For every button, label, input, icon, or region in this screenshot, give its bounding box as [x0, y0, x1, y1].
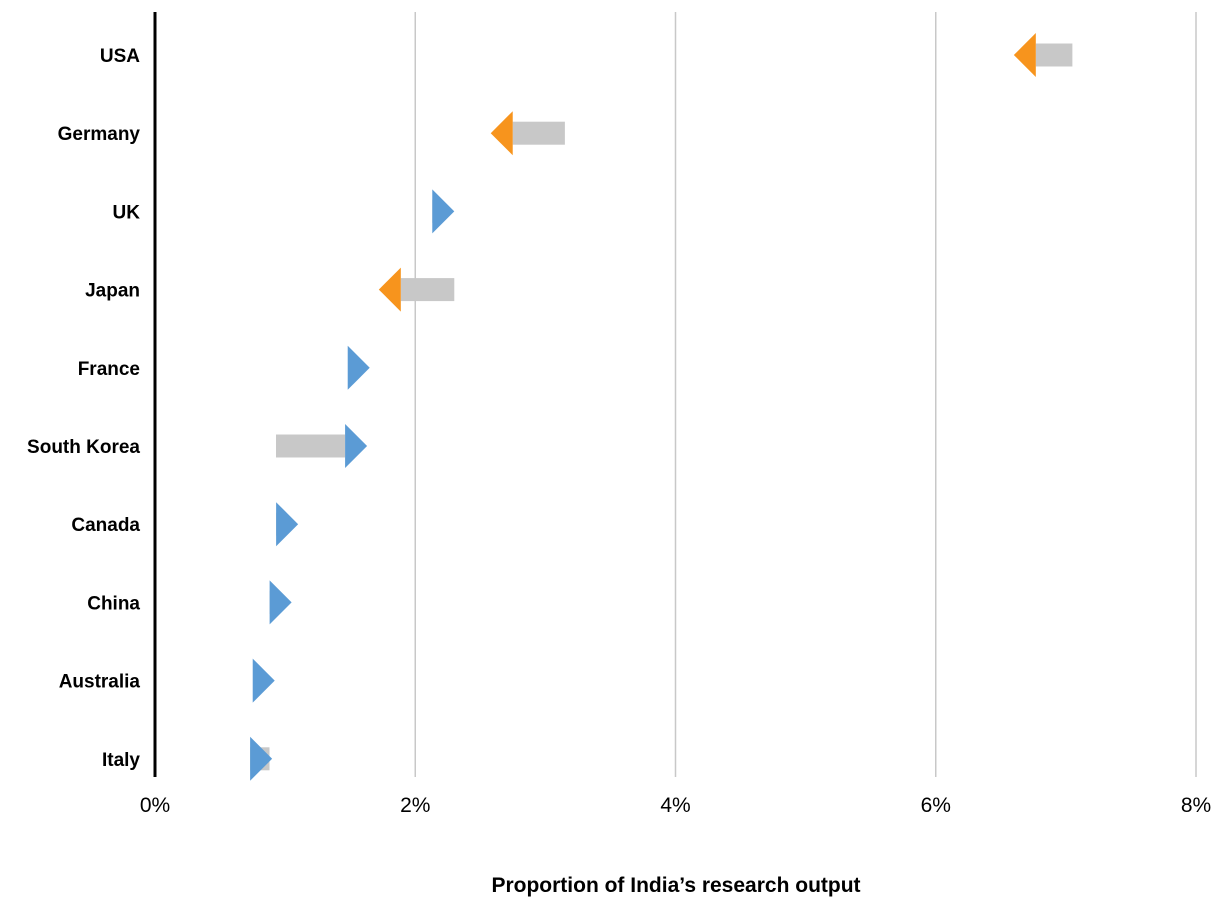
category-label: South Korea — [27, 437, 140, 458]
arrow-mark — [1013, 33, 1073, 77]
x-tick-label: 8% — [1181, 794, 1211, 817]
arrow-head — [432, 189, 455, 234]
arrow-head — [378, 267, 401, 312]
arrow-head — [347, 345, 370, 390]
category-label: USA — [100, 46, 140, 67]
x-axis-title: Proportion of India’s research output — [491, 874, 860, 897]
category-label: Japan — [85, 281, 140, 302]
category-label: Canada — [71, 515, 140, 536]
arrow-shaft — [276, 434, 346, 458]
category-label: Germany — [58, 124, 141, 145]
arrow-head — [269, 580, 292, 625]
arrow-mark — [276, 424, 368, 468]
x-tick-label: 6% — [921, 794, 951, 817]
arrow-head — [276, 502, 299, 547]
gridlines — [414, 12, 1197, 777]
x-tick-label: 2% — [400, 794, 430, 817]
x-tick-label: 0% — [140, 794, 170, 817]
arrow-head — [252, 658, 275, 703]
arrow-mark — [347, 345, 370, 390]
arrow-mark — [432, 189, 455, 234]
arrow-mark — [269, 580, 292, 625]
arrow-shaft — [1035, 43, 1073, 67]
arrow-shaft — [512, 121, 565, 145]
arrow-head — [345, 424, 368, 468]
x-tick-label: 4% — [660, 794, 690, 817]
arrow-mark — [276, 502, 299, 547]
arrow-head — [1013, 33, 1036, 77]
arrow-mark — [252, 658, 275, 703]
category-label: China — [87, 593, 140, 614]
arrow-mark — [250, 736, 273, 781]
x-tick-labels: 0% 2% 4% 6% 8% — [140, 794, 1211, 817]
category-label: UK — [113, 202, 141, 223]
arrow-series — [250, 33, 1073, 781]
category-label: Australia — [59, 672, 141, 693]
category-label: France — [78, 359, 140, 380]
arrow-head — [490, 111, 513, 156]
arrow-mark — [490, 111, 565, 156]
category-label: Italy — [102, 750, 140, 771]
arrow-mark — [378, 267, 455, 312]
category-labels: USA Germany UK Japan France South Korea Canada… — [27, 46, 140, 771]
arrow-head — [250, 736, 273, 781]
arrow-shaft — [400, 278, 455, 302]
